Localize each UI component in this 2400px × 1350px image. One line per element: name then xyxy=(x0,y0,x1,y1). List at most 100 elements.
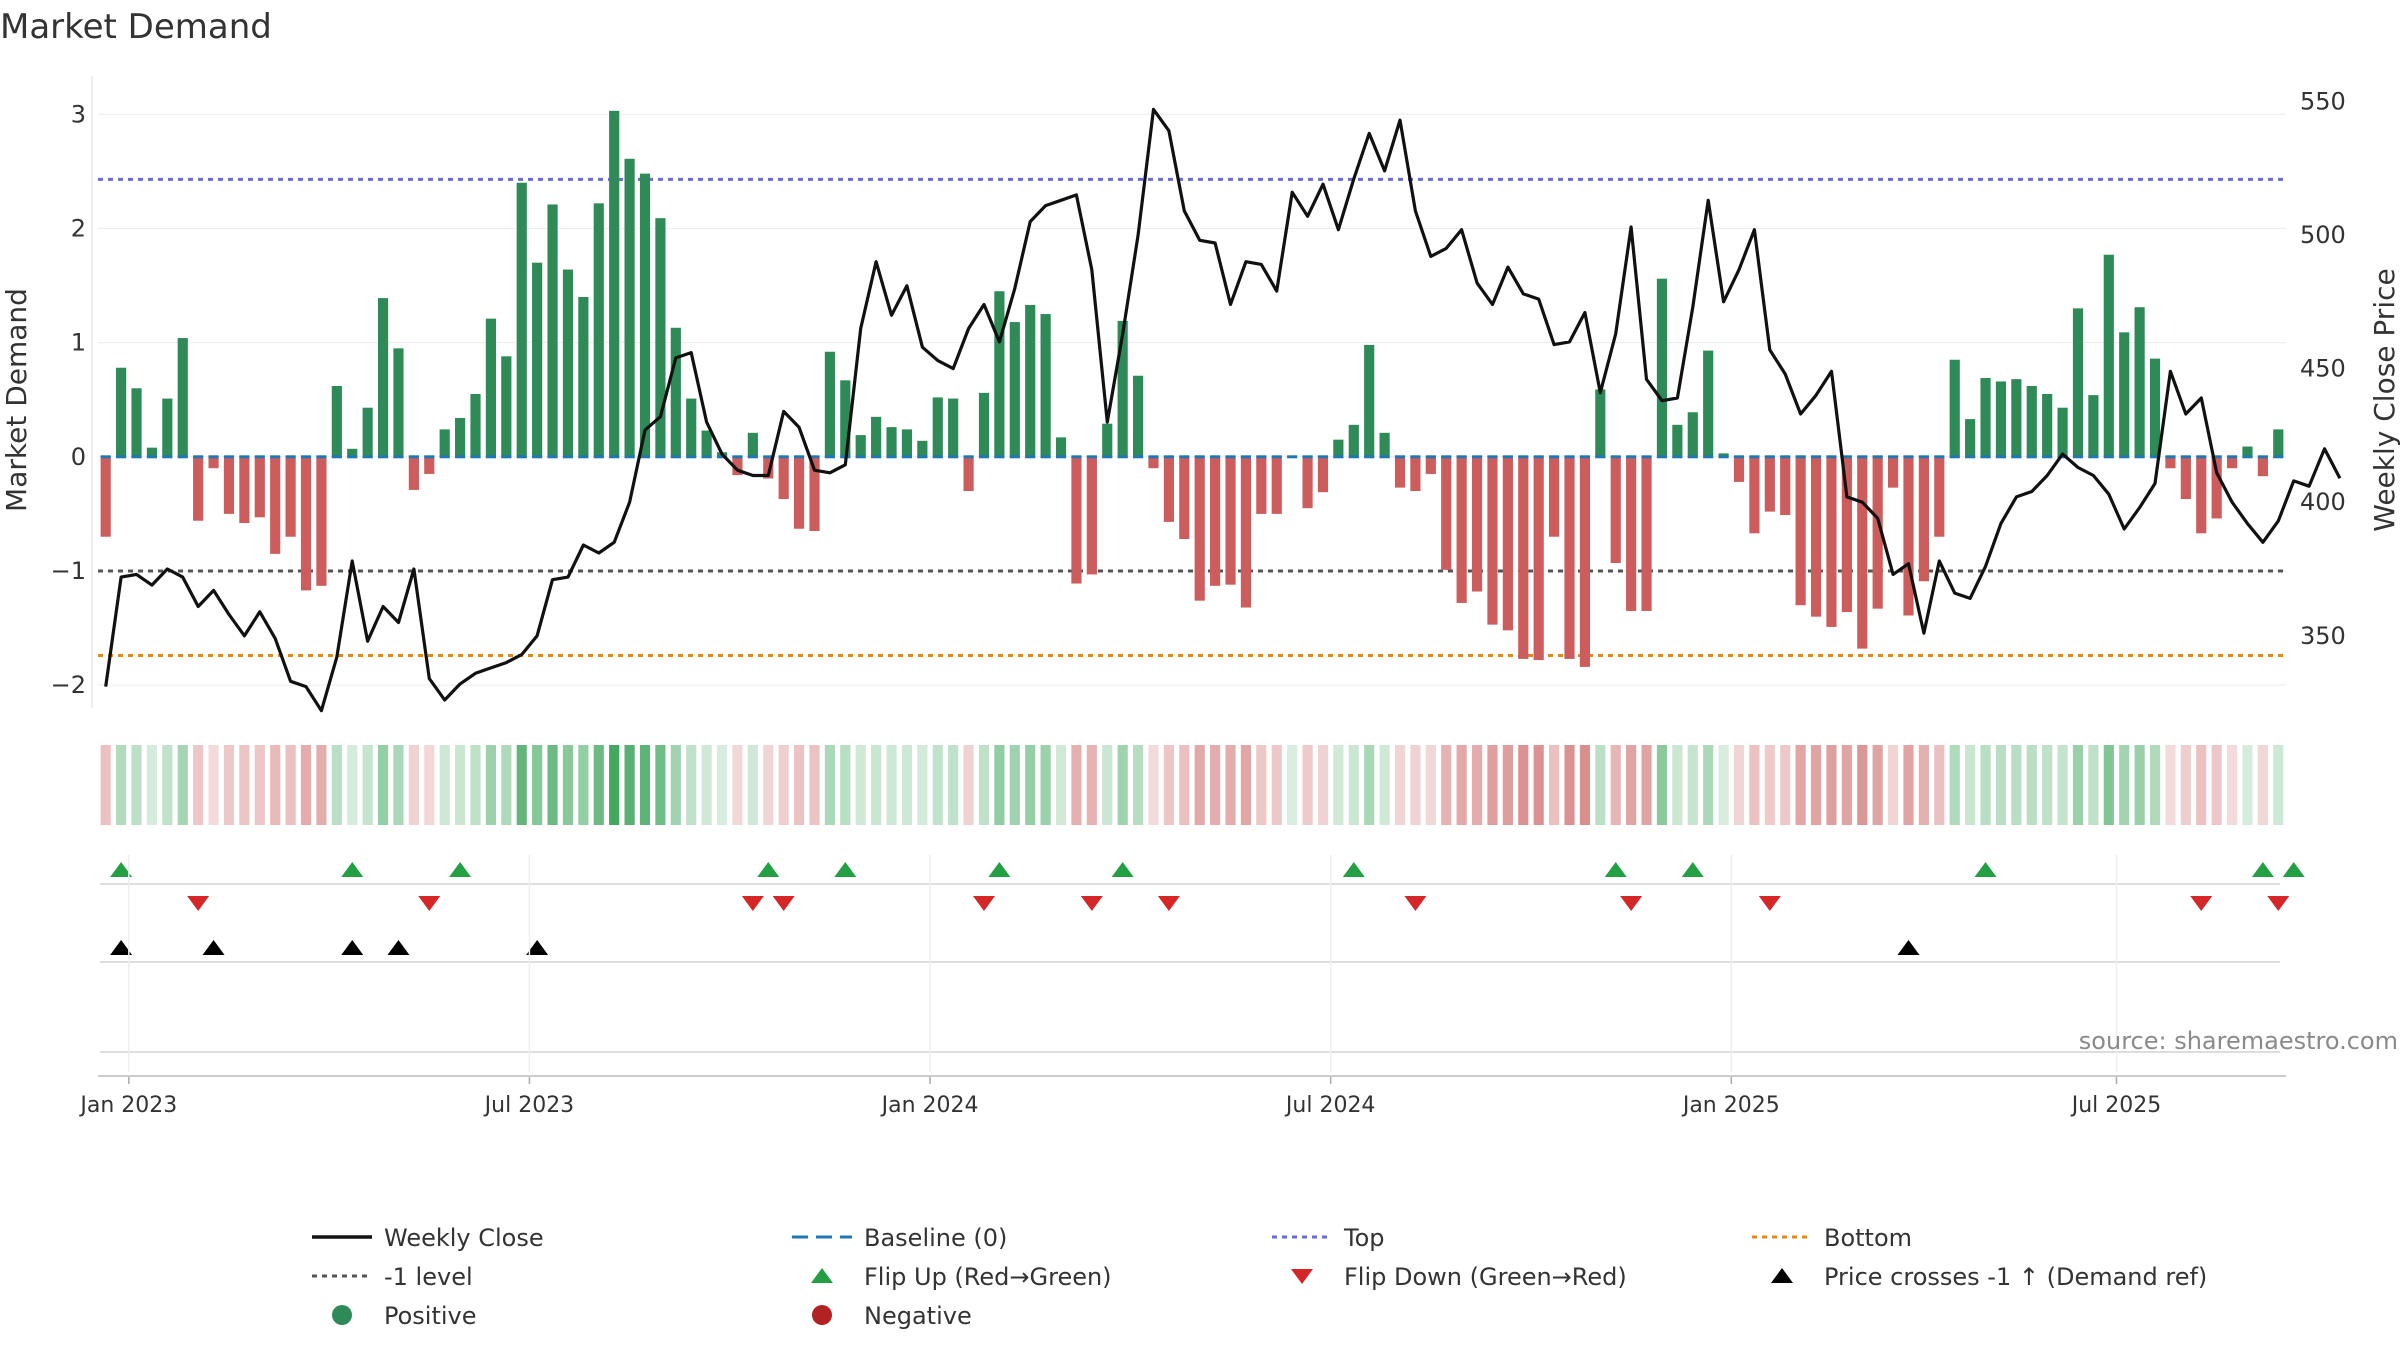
flip-down-marker xyxy=(1080,896,1103,911)
flip-up-marker xyxy=(757,862,780,877)
strip-cell xyxy=(2180,745,2191,825)
negative-bar xyxy=(1240,456,1252,608)
flip-up-marker xyxy=(2282,862,2305,877)
strip-cell xyxy=(1364,745,1375,825)
positive-bar xyxy=(1132,375,1144,457)
positive-bar xyxy=(901,429,913,457)
date-tick-label: Jul 2024 xyxy=(1284,1093,1376,1118)
positive-bar xyxy=(1348,424,1359,457)
date-tick-label: Jul 2025 xyxy=(2070,1093,2162,1118)
negative-bar xyxy=(1626,456,1637,611)
strip-cell xyxy=(2011,745,2022,825)
strip-cell xyxy=(1040,745,1051,825)
positive-bar xyxy=(1364,344,1375,457)
negative-bar xyxy=(208,456,219,469)
strip-cell xyxy=(501,745,512,825)
strip-cell xyxy=(1102,745,1113,825)
strip-cell xyxy=(1194,745,1205,825)
legend: Weekly Close Baseline (0) Top Bottom -1 leve… xyxy=(312,1224,2207,1330)
strip-cell xyxy=(686,745,697,825)
strip-cell xyxy=(778,745,789,825)
positive-bar xyxy=(2088,395,2099,457)
strip-cell xyxy=(162,745,173,825)
strip-cell xyxy=(193,745,204,825)
strip-cell xyxy=(763,745,774,825)
negative-bar xyxy=(1641,456,1652,611)
strip-cell xyxy=(331,745,342,825)
positive-bar xyxy=(2149,358,2161,457)
negative-bar xyxy=(732,456,743,476)
flip-down-marker xyxy=(1157,896,1180,911)
legend-label: Positive xyxy=(384,1302,477,1330)
strip-cell xyxy=(978,745,990,825)
strip-cell xyxy=(2072,745,2084,825)
strip-cell xyxy=(1348,745,1359,825)
negative-bar xyxy=(1733,456,1745,482)
legend-label: Baseline (0) xyxy=(864,1224,1007,1252)
positive-bar xyxy=(1595,389,1606,457)
strip-cell xyxy=(1132,745,1144,825)
strip-cell xyxy=(1410,745,1421,825)
strip-cell xyxy=(377,745,389,825)
negative-bar xyxy=(285,456,296,537)
positive-bar xyxy=(562,269,574,457)
strip-cell xyxy=(809,745,820,825)
flip-up-marker xyxy=(1974,862,1997,877)
strip-cell xyxy=(963,745,974,825)
negative-bar xyxy=(100,456,111,537)
date-tick-label: Jan 2024 xyxy=(880,1093,979,1118)
strip-cell xyxy=(624,745,635,825)
strip-cell xyxy=(547,745,558,825)
strip-cell xyxy=(1949,745,1960,825)
positive-bar xyxy=(686,398,697,457)
negative-bar xyxy=(1826,456,1837,627)
positive-bar xyxy=(917,440,928,457)
negative-bar xyxy=(1579,456,1591,667)
negative-bar xyxy=(1918,456,1929,582)
legend-label: Flip Down (Green→Red) xyxy=(1344,1263,1627,1291)
strip-cell xyxy=(1148,745,1159,825)
positive-bar xyxy=(2134,307,2145,457)
strip-cell xyxy=(532,745,543,825)
flip-down-marker xyxy=(772,896,795,911)
negative-bar xyxy=(1302,456,1313,509)
left-tick-label: −1 xyxy=(51,557,86,585)
positive-bar xyxy=(177,338,188,457)
strip-cell xyxy=(901,745,913,825)
negative-bar xyxy=(254,456,265,518)
strip-cell xyxy=(455,745,466,825)
strip-cell xyxy=(1009,745,1020,825)
strip-cell xyxy=(2226,745,2238,825)
event-markers xyxy=(100,862,2305,1053)
strip-cell xyxy=(994,745,1005,825)
strip-cell xyxy=(1471,745,1483,825)
right-tick-label: 550 xyxy=(2300,87,2346,115)
strip-cell xyxy=(701,745,712,825)
legend-label: Negative xyxy=(864,1302,972,1330)
positive-bar xyxy=(886,427,897,457)
strip-cell xyxy=(1256,745,1267,825)
flip-up-marker xyxy=(449,862,472,877)
strip-cell xyxy=(2257,745,2268,825)
positive-bar xyxy=(1025,304,1036,457)
strip-cell xyxy=(1317,745,1329,825)
negative-bar xyxy=(1487,456,1498,625)
positive-bar xyxy=(1009,322,1020,457)
positive-bar xyxy=(978,392,990,457)
strip-cell xyxy=(439,745,450,825)
strip-cell xyxy=(1995,745,2007,825)
strip-cell xyxy=(932,745,943,825)
strip-cell xyxy=(1271,745,1282,825)
strip-cell xyxy=(1595,745,1606,825)
strip-cell xyxy=(793,745,805,825)
strip-cell xyxy=(1071,745,1082,825)
strip-cell xyxy=(424,745,435,825)
negative-bar xyxy=(1518,456,1529,659)
strip-cell xyxy=(871,745,882,825)
left-axis-label: Market Demand xyxy=(0,288,33,512)
positive-bar xyxy=(131,388,142,457)
strip-cell xyxy=(1379,745,1390,825)
positive-bar xyxy=(871,416,882,457)
negative-bar xyxy=(316,456,327,586)
negative-bar xyxy=(809,456,820,532)
